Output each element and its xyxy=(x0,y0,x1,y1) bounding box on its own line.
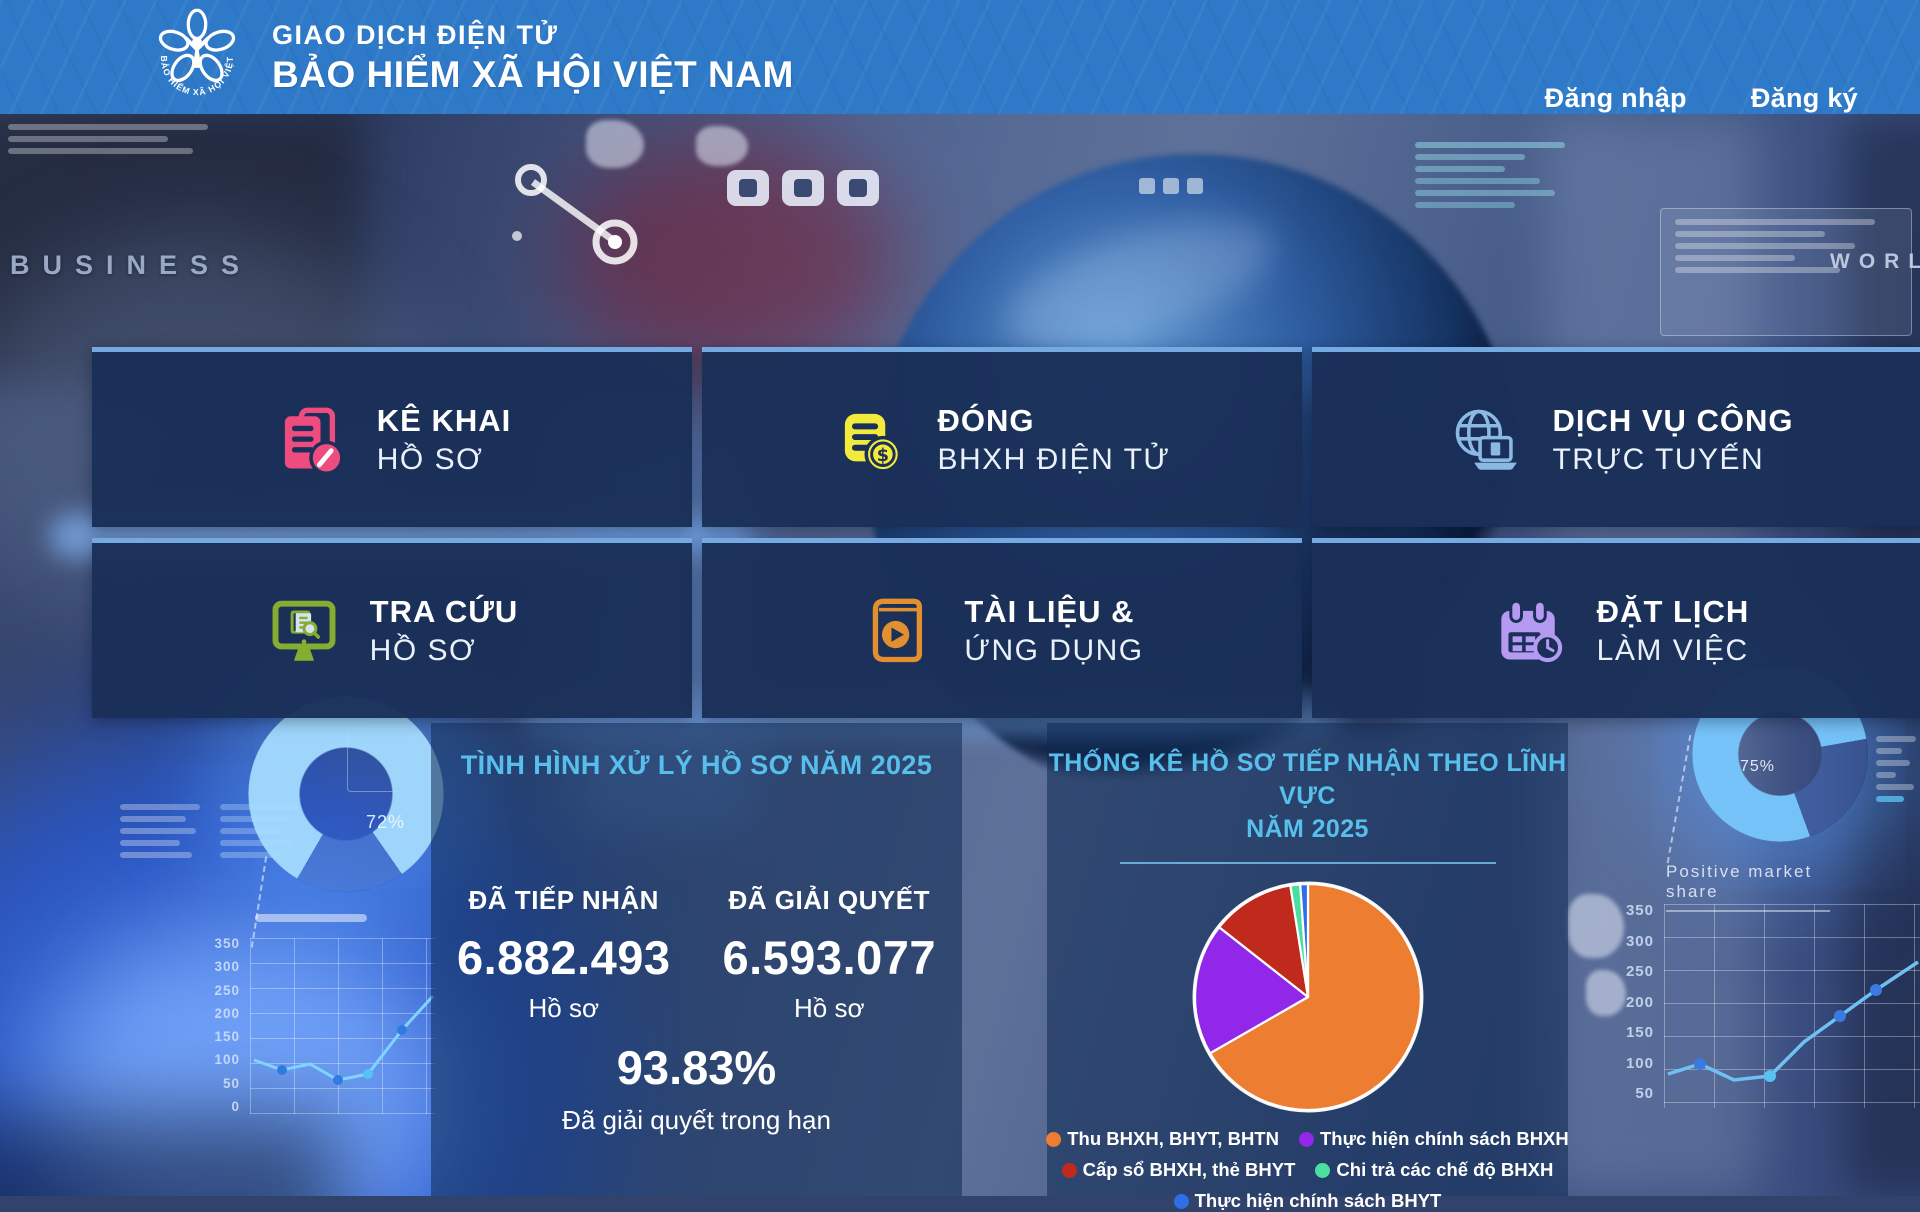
register-link[interactable]: Đăng ký xyxy=(1750,83,1858,113)
right-chart-axis: 350 300 250 200 150 100 50 xyxy=(1625,902,1654,1102)
world-text: WORLD xyxy=(1830,250,1920,273)
legend-item: Thực hiện chính sách BHXH xyxy=(1298,1128,1569,1150)
hud-panel xyxy=(1660,208,1912,336)
tile-dich-vu-cong-truc-tuyen[interactable]: DỊCH VỤ CÔNG TRỰC TUYẾN xyxy=(1312,347,1920,527)
pie-stats-panel: THỐNG KÊ HỒ SƠ TIẾP NHẬN THEO LĨNH VỰC N… xyxy=(1046,723,1569,1211)
tile-title: KÊ KHAI xyxy=(376,402,512,438)
legend-item: Thu BHXH, BHYT, BHTN xyxy=(1046,1128,1279,1150)
processing-stats-panel: TÌNH HÌNH XỬ LÝ HỒ SƠ NĂM 2025 ĐÃ TIẾP N… xyxy=(431,723,962,1196)
received-label: ĐÃ TIẾP NHẬN xyxy=(468,885,659,915)
hud-bar-chart xyxy=(1876,730,1920,808)
tile-subtitle: ỨNG DỤNG xyxy=(964,633,1144,667)
donut-left-label: 72% xyxy=(366,812,406,832)
map-silhouette xyxy=(696,126,748,166)
hud-text-block xyxy=(120,798,206,864)
tile-title: ĐÓNG xyxy=(937,402,1035,438)
received-value: 6.882.493 xyxy=(456,931,671,984)
resolved-label: ĐÃ GIẢI QUYẾT xyxy=(728,885,930,915)
tile-subtitle: BHXH ĐIỆN TỬ xyxy=(937,442,1171,476)
login-link[interactable]: Đăng nhập xyxy=(1544,83,1687,113)
resolved-stat: ĐÃ GIẢI QUYẾT 6.593.077 Hồ sơ xyxy=(697,885,963,1024)
monitor-search-icon xyxy=(272,600,336,661)
svg-text:$: $ xyxy=(877,444,889,465)
chart-caption-bar xyxy=(255,914,367,922)
brand-title: BẢO HIỂM XÃ HỘI VIỆT NAM xyxy=(272,54,794,95)
tile-subtitle: TRỰC TUYẾN xyxy=(1552,442,1765,476)
quick-access-tiles: KÊ KHAI HỒ SƠ $ ĐÓNG BHXH ĐIỆN TỬ xyxy=(92,347,1920,718)
tile-dong-bhxh-dien-tu[interactable]: $ ĐÓNG BHXH ĐIỆN TỬ xyxy=(702,347,1302,527)
documents-pencil-icon xyxy=(284,407,344,475)
tile-subtitle: HỒ SƠ xyxy=(369,633,477,667)
title-divider xyxy=(1119,862,1496,864)
business-text: BUSINESS xyxy=(10,250,253,280)
svg-text:BẢO HIỂM XÃ HỘI VIỆT NAM: BẢO HIỂM XÃ HỘI VIỆT NAM xyxy=(153,7,235,97)
pie-title: THỐNG KÊ HỒ SƠ TIẾP NHẬN THEO LĨNH VỰC N… xyxy=(1048,749,1567,843)
market-share-label: Positive market share xyxy=(1666,862,1830,912)
tile-subtitle: HỒ SƠ xyxy=(376,442,484,476)
on-time-caption: Đã giải quyết trong hạn xyxy=(562,1105,831,1135)
stats-title: TÌNH HÌNH XỬ LÝ HỒ SƠ NĂM 2025 xyxy=(460,750,933,780)
right-line-chart xyxy=(1664,904,1920,1108)
on-time-percentage: 93.83% xyxy=(616,1041,777,1094)
header: BẢO HIỂM XÃ HỘI VIỆT NAM GIAO DỊCH ĐIỆN … xyxy=(0,0,1920,114)
vss-logo[interactable]: BẢO HIỂM XÃ HỘI VIỆT NAM xyxy=(153,7,241,107)
received-unit: Hồ sơ xyxy=(528,993,599,1023)
resolved-unit: Hồ sơ xyxy=(793,993,865,1023)
calendar-clock-icon xyxy=(1500,599,1562,662)
map-silhouette xyxy=(586,120,644,168)
hud-small-squares xyxy=(1139,178,1203,194)
pie-chart xyxy=(1192,881,1423,1113)
left-line-chart xyxy=(250,938,435,1114)
bg-dark-block xyxy=(0,114,360,384)
tile-dat-lich-lam-viec[interactable]: ĐẶT LỊCH LÀM VIỆC xyxy=(1312,538,1920,718)
tile-title: TRA CỨU xyxy=(369,593,519,629)
donut-right-label: 75% xyxy=(1740,758,1776,775)
hud-text-block xyxy=(1415,136,1575,214)
legend-item: Cấp sổ BHXH, thẻ BHYT xyxy=(1061,1159,1295,1181)
pie-legend: Thu BHXH, BHYT, BHTN Thực hiện chính sách… xyxy=(1046,1128,1569,1212)
coins-dollar-icon: $ xyxy=(845,413,902,473)
resolved-value: 6.593.077 xyxy=(722,931,937,984)
bg-dark-corner xyxy=(0,1114,340,1196)
legend-item: Chi trả các chế độ BHXH xyxy=(1315,1159,1553,1181)
brand: GIAO DỊCH ĐIỆN TỬ BẢO HIỂM XÃ HỘI VIỆT N… xyxy=(272,20,794,96)
brand-subtitle: GIAO DỊCH ĐIỆN TỬ xyxy=(272,20,559,50)
tile-tra-cuu-ho-so[interactable]: TRA CỨU HỒ SƠ xyxy=(92,538,692,718)
tile-tai-lieu-ung-dung[interactable]: TÀI LIỆU & ỨNG DỤNG xyxy=(702,538,1302,718)
map-silhouette xyxy=(1568,894,1624,958)
tile-title: DỊCH VỤ CÔNG xyxy=(1552,402,1794,438)
map-silhouette xyxy=(1586,970,1626,1016)
book-play-icon xyxy=(873,598,923,662)
tile-ke-khai-ho-so[interactable]: KÊ KHAI HỒ SƠ xyxy=(92,347,692,527)
legend-item: Thực hiện chính sách BHYT xyxy=(1173,1190,1441,1212)
tile-title: ĐẶT LỊCH xyxy=(1596,593,1750,629)
hud-text-block xyxy=(8,118,228,160)
globe-laptop-icon xyxy=(1456,409,1518,470)
donut-chart-left xyxy=(248,696,444,892)
tile-title: TÀI LIỆU & xyxy=(964,593,1135,629)
hud-app-icons xyxy=(727,170,879,206)
network-nodes-icon xyxy=(512,164,638,265)
tile-subtitle: LÀM VIỆC xyxy=(1596,633,1749,667)
left-chart-axis: 350 300 250 200 150 100 50 0 xyxy=(214,936,240,1114)
received-stat: ĐÃ TIẾP NHẬN 6.882.493 Hồ sơ xyxy=(431,885,697,1024)
